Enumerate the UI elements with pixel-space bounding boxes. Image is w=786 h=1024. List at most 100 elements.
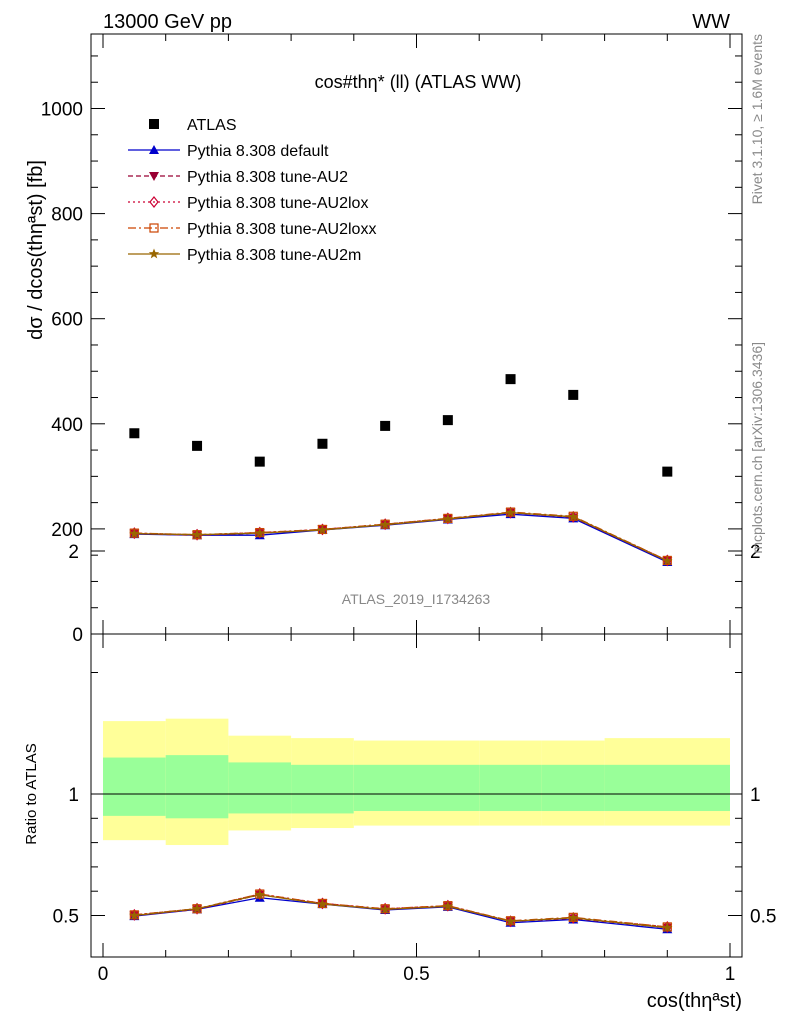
y-tick-label: 0 [72, 625, 83, 646]
series-line-0 [134, 513, 668, 563]
series-marker-2 [443, 512, 453, 525]
ratio-marker-4 [317, 898, 328, 909]
ratio-line-2 [134, 893, 668, 928]
ratio-marker-2 [129, 908, 140, 921]
legend: ATLAS Pythia 8.308 default Pythia 8.308 tu… [128, 117, 376, 264]
ratio-marker-4 [129, 910, 140, 920]
ratio-marker-2 [317, 897, 328, 910]
ratio-tick-label: 1 [68, 785, 79, 806]
ratio-line-0 [134, 897, 668, 930]
y-tick-label: 600 [51, 310, 83, 331]
ratio-marker-2 [380, 902, 390, 915]
header-left: 13000 GeV pp [103, 11, 232, 33]
legend-label-4: Pythia 8.308 tune-AU2m [187, 247, 361, 264]
legend-label-2: Pythia 8.308 tune-AU2lox [187, 195, 368, 212]
ratio-line-4 [134, 894, 668, 929]
ratio-marker-4 [662, 922, 673, 933]
x-axis-label: cos(thηªst) [647, 990, 742, 1012]
series-marker-4 [254, 527, 265, 538]
ratio-marker-4 [505, 915, 516, 926]
atlas-point [254, 456, 265, 467]
legend-label-atlas: ATLAS [187, 117, 237, 134]
series-marker-2 [317, 523, 328, 536]
series-marker-4 [129, 528, 140, 539]
ratio-marker-4 [568, 912, 579, 923]
band-inner [228, 762, 292, 814]
atlas-point [442, 415, 453, 426]
series-marker-4 [662, 555, 673, 566]
series-marker-4 [505, 507, 516, 518]
band-inner [416, 764, 480, 812]
series-line-4 [134, 511, 668, 562]
atlas-point [192, 440, 203, 451]
legend-label-3: Pythia 8.308 tune-AU2loxx [187, 221, 376, 238]
ratio-marker-2 [662, 920, 673, 933]
atlas-data-points [129, 374, 673, 477]
band-inner [165, 755, 229, 819]
legend-marker-0 [149, 145, 159, 154]
y-tick-label: 200 [51, 520, 83, 541]
atlas-point [505, 374, 516, 385]
ratio-tick-label-right: 0.5 [750, 907, 776, 928]
atlas-point [568, 389, 579, 400]
y-axis-label: dσ / dcos(thηªst) [fb] [25, 160, 47, 340]
ratio-marker-4 [379, 903, 391, 914]
series-marker-4 [568, 511, 579, 522]
axis-ticks [91, 34, 742, 957]
band-inner [291, 764, 354, 814]
legend-marker-2 [149, 196, 159, 208]
legend-marker-atlas [149, 119, 159, 129]
ratio-marker-4 [254, 889, 265, 900]
x-tick-label: 0 [98, 964, 109, 985]
header-right: WW [692, 11, 730, 33]
ratio-tick-label-right: 2 [750, 542, 761, 563]
legend-marker-4 [148, 248, 160, 259]
x-tick-label: 0.5 [403, 964, 429, 985]
ratio-line-3 [134, 893, 668, 928]
series-marker-2 [129, 527, 140, 540]
ratio-tick-label: 2 [68, 542, 79, 563]
ratio-marker-4 [442, 900, 454, 911]
series-marker-4 [379, 519, 391, 530]
y-tick-label: 1000 [41, 100, 83, 121]
series-marker-4 [442, 513, 454, 524]
axis-tick-labels: 0 200 400 600 800 1000 0 0.5 1 0.5 0.5 1 1 2 2 [41, 100, 777, 986]
series-marker-4 [191, 529, 203, 540]
legend-marker-3 [149, 223, 159, 233]
atlas-point [662, 466, 673, 477]
series-marker-4 [317, 524, 328, 535]
ratio-y-axis-label: Ratio to ATLAS [23, 743, 40, 844]
ratio-uncertainty-bands [103, 718, 730, 846]
mcplots-label: mcplots.cern.ch [arXiv:1306.3436] [749, 342, 765, 554]
atlas-point [129, 428, 140, 439]
y-tick-label: 800 [51, 205, 83, 226]
y-tick-label: 400 [51, 415, 83, 436]
atlas-point [317, 438, 328, 449]
series-line-2 [134, 511, 668, 562]
band-inner [479, 764, 542, 812]
series-line-3 [134, 511, 668, 562]
series-marker-2 [254, 526, 265, 539]
ratio-marker-4 [191, 903, 203, 914]
ratio-tick-label: 0.5 [53, 907, 79, 928]
ratio-tick-label-right: 1 [750, 785, 761, 806]
band-inner [541, 764, 605, 812]
legend-label-1: Pythia 8.308 tune-AU2 [187, 169, 348, 186]
ratio-marker-2 [443, 899, 453, 912]
ratio-marker-2 [254, 888, 265, 900]
rivet-label: Rivet 3.1.10, ≥ 1.6M events [749, 34, 765, 204]
mc-series [129, 506, 673, 934]
series-marker-2 [380, 518, 390, 531]
legend-label-0: Pythia 8.308 default [187, 143, 329, 160]
legend-marker-1 [149, 172, 159, 181]
ratio-line-1 [134, 894, 668, 929]
chart-title: cos#thη* (ll) (ATLAS WW) [315, 72, 522, 92]
x-tick-label: 1 [725, 964, 736, 985]
series-line-1 [134, 511, 668, 562]
band-inner [103, 757, 166, 816]
watermark: ATLAS_2019_I1734263 [342, 591, 491, 607]
band-inner [604, 764, 730, 812]
band-inner [353, 764, 417, 812]
atlas-point [380, 420, 391, 431]
